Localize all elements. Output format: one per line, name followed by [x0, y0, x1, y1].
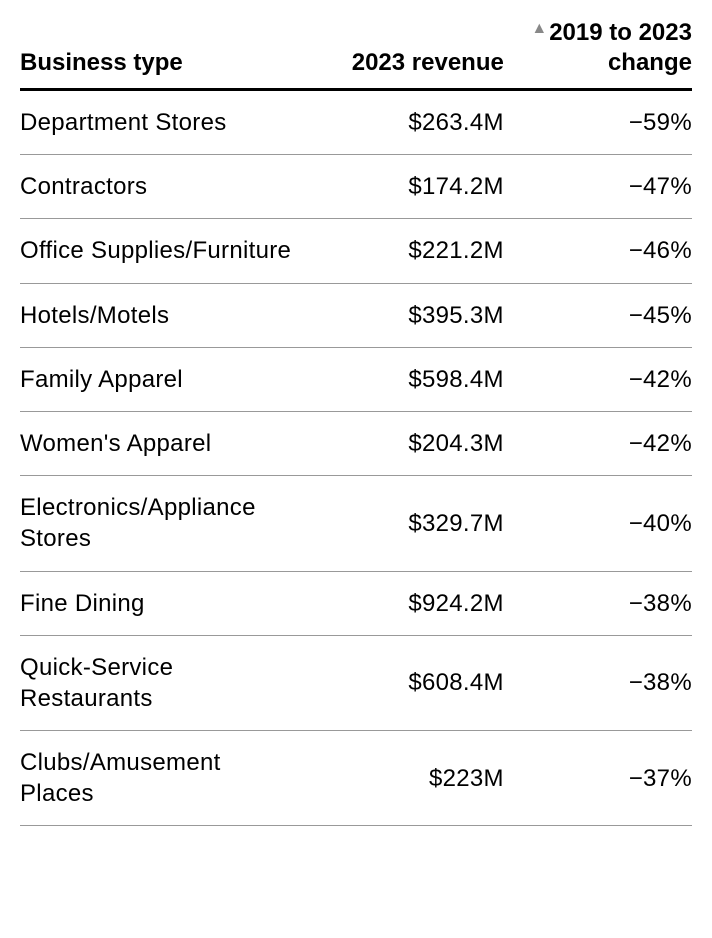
table-header-row: Business type 2023 revenue ▲2019 to 2023…: [20, 0, 692, 91]
cell-revenue: $329.7M: [302, 508, 504, 539]
cell-revenue: $598.4M: [302, 364, 504, 395]
cell-business-type: Clubs/Amusement Places: [20, 747, 302, 809]
table-row: Contractors$174.2M−47%: [20, 155, 692, 219]
cell-business-type: Electronics/Appliance Stores: [20, 492, 302, 554]
cell-change: −38%: [504, 667, 692, 698]
cell-change: −40%: [504, 508, 692, 539]
table-row: Hotels/Motels$395.3M−45%: [20, 284, 692, 348]
cell-change: −47%: [504, 171, 692, 202]
cell-change: −46%: [504, 235, 692, 266]
table-row: Electronics/Appliance Stores$329.7M−40%: [20, 476, 692, 571]
table-row: Department Stores$263.4M−59%: [20, 91, 692, 155]
cell-change: −45%: [504, 300, 692, 331]
cell-business-type: Hotels/Motels: [20, 300, 302, 331]
cell-business-type: Department Stores: [20, 107, 302, 138]
cell-revenue: $395.3M: [302, 300, 504, 331]
cell-business-type: Women's Apparel: [20, 428, 302, 459]
table-row: Quick-Service Restaurants$608.4M−38%: [20, 636, 692, 731]
cell-business-type: Office Supplies/Furniture: [20, 235, 302, 266]
table-row: Fine Dining$924.2M−38%: [20, 572, 692, 636]
column-header-revenue[interactable]: 2023 revenue: [302, 48, 504, 78]
cell-change: −42%: [504, 428, 692, 459]
table-row: Family Apparel$598.4M−42%: [20, 348, 692, 412]
business-revenue-table: Business type 2023 revenue ▲2019 to 2023…: [0, 0, 712, 834]
sort-ascending-icon: ▲: [531, 19, 547, 39]
cell-business-type: Contractors: [20, 171, 302, 202]
column-header-change[interactable]: ▲2019 to 2023 change: [504, 18, 692, 78]
cell-revenue: $608.4M: [302, 667, 504, 698]
cell-business-type: Fine Dining: [20, 588, 302, 619]
cell-revenue: $263.4M: [302, 107, 504, 138]
cell-revenue: $924.2M: [302, 588, 504, 619]
column-header-change-label: 2019 to 2023 change: [549, 19, 692, 76]
cell-revenue: $221.2M: [302, 235, 504, 266]
table-row: Women's Apparel$204.3M−42%: [20, 412, 692, 476]
table-row: Office Supplies/Furniture$221.2M−46%: [20, 219, 692, 283]
cell-revenue: $223M: [302, 763, 504, 794]
table-body: Department Stores$263.4M−59%Contractors$…: [20, 91, 692, 826]
cell-revenue: $174.2M: [302, 171, 504, 202]
cell-business-type: Quick-Service Restaurants: [20, 652, 302, 714]
cell-business-type: Family Apparel: [20, 364, 302, 395]
column-header-business-type[interactable]: Business type: [20, 48, 302, 78]
cell-change: −42%: [504, 364, 692, 395]
cell-change: −38%: [504, 588, 692, 619]
cell-revenue: $204.3M: [302, 428, 504, 459]
cell-change: −59%: [504, 107, 692, 138]
cell-change: −37%: [504, 763, 692, 794]
table-row: Clubs/Amusement Places$223M−37%: [20, 731, 692, 826]
